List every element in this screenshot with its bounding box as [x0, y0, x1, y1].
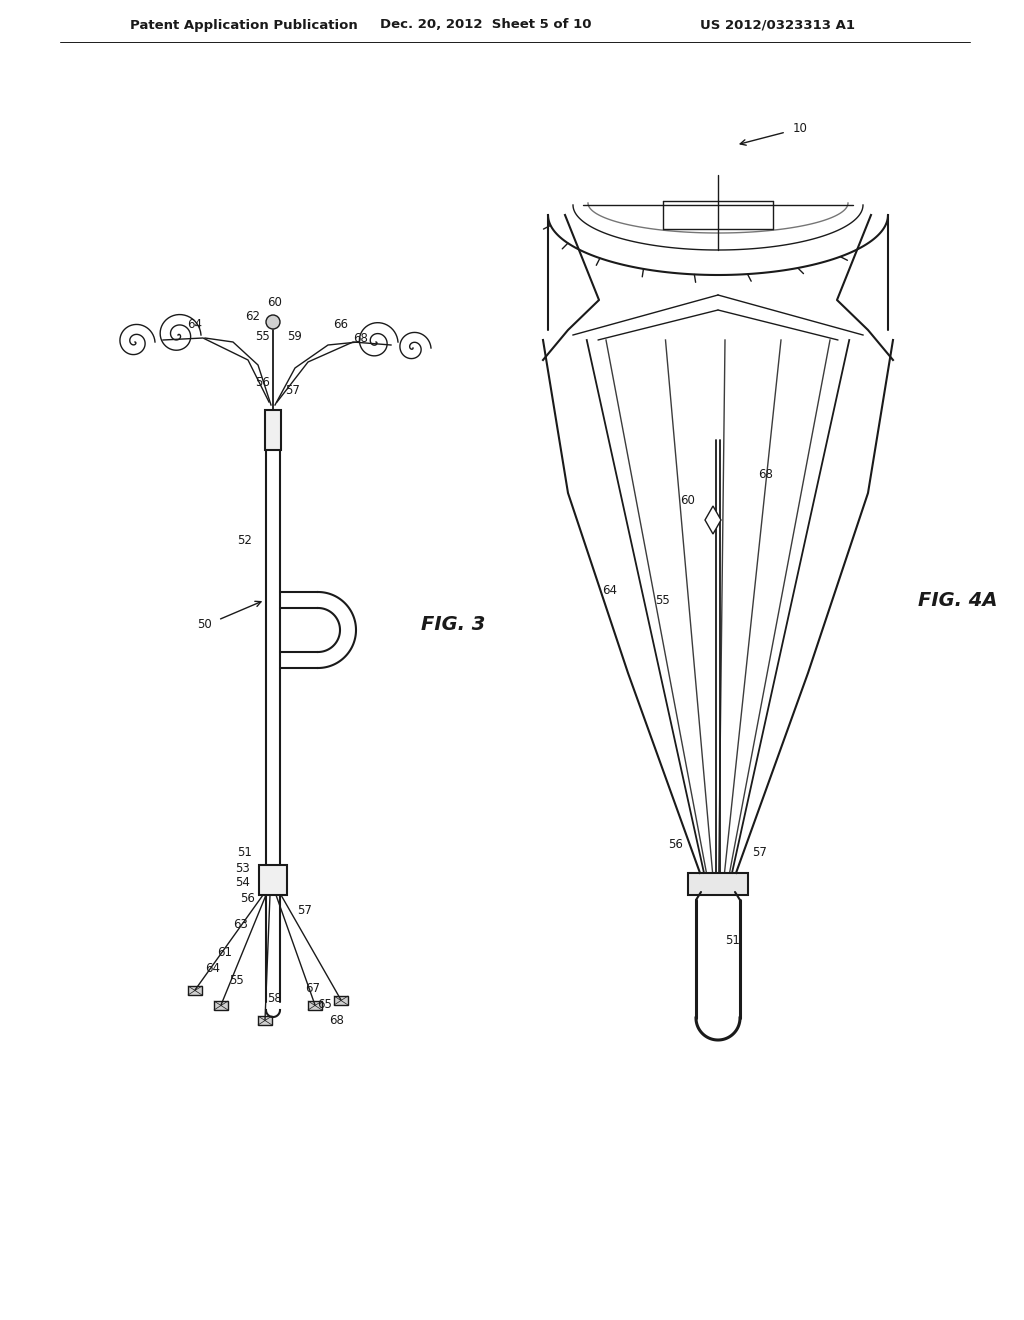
Bar — [258, 1016, 272, 1026]
Text: 64: 64 — [206, 961, 220, 974]
Polygon shape — [705, 506, 721, 535]
Text: 64: 64 — [602, 583, 617, 597]
Text: 67: 67 — [305, 982, 321, 994]
Text: 68: 68 — [759, 469, 773, 482]
Text: US 2012/0323313 A1: US 2012/0323313 A1 — [700, 18, 855, 32]
Text: Dec. 20, 2012  Sheet 5 of 10: Dec. 20, 2012 Sheet 5 of 10 — [380, 18, 592, 32]
Text: 57: 57 — [753, 846, 767, 858]
Text: 68: 68 — [353, 331, 369, 345]
Text: 59: 59 — [288, 330, 302, 343]
Text: 62: 62 — [246, 310, 260, 323]
Text: 57: 57 — [286, 384, 300, 396]
Text: 55: 55 — [229, 974, 245, 986]
Bar — [308, 1001, 322, 1010]
Text: 60: 60 — [267, 296, 283, 309]
Text: 53: 53 — [236, 862, 251, 874]
Text: 57: 57 — [298, 903, 312, 916]
Text: FIG. 4A: FIG. 4A — [918, 590, 997, 610]
Text: 56: 56 — [256, 375, 270, 388]
Text: Patent Application Publication: Patent Application Publication — [130, 18, 357, 32]
Text: 51: 51 — [726, 933, 740, 946]
Text: 54: 54 — [236, 875, 251, 888]
Text: 10: 10 — [793, 121, 808, 135]
Text: 55: 55 — [655, 594, 671, 606]
Text: 64: 64 — [187, 318, 203, 331]
Bar — [214, 1001, 228, 1010]
Text: 55: 55 — [256, 330, 270, 343]
Text: 58: 58 — [267, 991, 283, 1005]
Text: 61: 61 — [217, 945, 232, 958]
Text: 52: 52 — [238, 533, 253, 546]
FancyBboxPatch shape — [265, 411, 281, 450]
Text: 65: 65 — [317, 998, 333, 1011]
Bar — [188, 986, 202, 995]
Text: 51: 51 — [238, 846, 253, 858]
Text: 63: 63 — [233, 917, 249, 931]
FancyBboxPatch shape — [688, 873, 748, 895]
Circle shape — [266, 315, 280, 329]
Text: 68: 68 — [330, 1014, 344, 1027]
Text: 50: 50 — [198, 619, 212, 631]
Text: 66: 66 — [334, 318, 348, 331]
Bar — [334, 997, 348, 1005]
Text: FIG. 3: FIG. 3 — [421, 615, 485, 635]
Text: 60: 60 — [681, 494, 695, 507]
FancyBboxPatch shape — [259, 865, 287, 895]
Text: 56: 56 — [241, 891, 255, 904]
Text: 56: 56 — [669, 838, 683, 851]
